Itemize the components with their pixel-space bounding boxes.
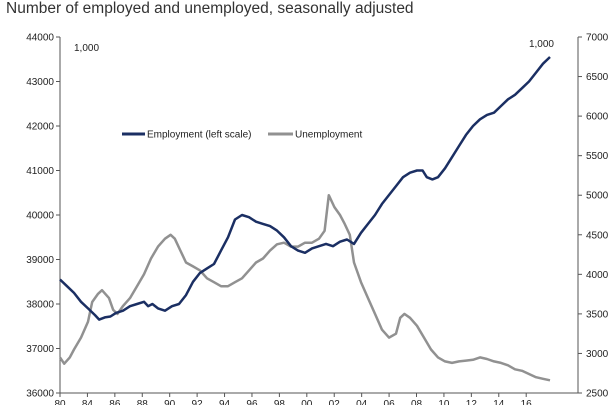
left-tick-label: 42000 xyxy=(26,122,54,133)
x-tick-label: 12 xyxy=(466,399,478,405)
plot-area xyxy=(59,37,579,394)
right-tick-label: 3000 xyxy=(586,349,609,360)
right-tick-label: 6000 xyxy=(586,112,609,123)
left-tick-label: 39000 xyxy=(26,255,54,266)
right-tick-label: 2500 xyxy=(586,389,609,400)
left-axis-ticks: 36000 37000 38000 39000 40000 41000 42000 43000… xyxy=(26,33,60,400)
left-tick-label: 41000 xyxy=(26,166,54,177)
x-tick-label: 06 xyxy=(384,399,396,405)
x-tick-label: 92 xyxy=(192,399,204,405)
x-tick-label: 90 xyxy=(164,399,176,405)
left-tick-label: 43000 xyxy=(26,77,54,88)
x-tick-label: 10 xyxy=(438,399,450,405)
legend-label-unemployment: Unemployment xyxy=(295,130,362,141)
x-tick-label: 86 xyxy=(109,399,121,405)
x-tick-label: 96 xyxy=(246,399,258,405)
right-tick-label: 4500 xyxy=(586,230,609,241)
series-line-employment xyxy=(59,56,551,321)
x-axis-ticks: 80 84 86 88 90 92 94 96 98 00 02 04 06 08 10 12 14 16 xyxy=(54,393,532,405)
x-tick-label: 08 xyxy=(411,399,423,405)
x-tick-label: 80 xyxy=(54,399,66,405)
x-tick-label: 14 xyxy=(493,399,505,405)
series-line-unemployment xyxy=(58,193,551,382)
right-tick-label: 3500 xyxy=(586,309,609,320)
left-tick-label: 44000 xyxy=(26,33,54,44)
legend-label-employment: Employment (left scale) xyxy=(147,130,251,141)
x-tick-label: 98 xyxy=(274,399,286,405)
x-tick-label: 00 xyxy=(301,399,313,405)
left-tick-label: 40000 xyxy=(26,211,54,222)
right-tick-label: 5500 xyxy=(586,151,609,162)
right-unit-label: 1,000 xyxy=(529,39,554,50)
x-tick-label: 84 xyxy=(82,399,94,405)
right-tick-label: 6500 xyxy=(586,72,609,83)
right-axis-ticks: 2500 3000 3500 4000 4500 5000 5500 6000 6500 7000 xyxy=(578,33,609,400)
x-tick-label: 94 xyxy=(219,399,231,405)
left-tick-label: 36000 xyxy=(26,389,54,400)
left-tick-label: 38000 xyxy=(26,300,54,311)
x-tick-label: 16 xyxy=(521,399,533,405)
right-tick-label: 7000 xyxy=(586,33,609,44)
left-unit-label: 1,000 xyxy=(74,43,99,54)
x-tick-label: 04 xyxy=(356,399,368,405)
chart-title: Number of employed and unemployed, seaso… xyxy=(6,0,414,17)
left-tick-label: 37000 xyxy=(26,344,54,355)
legend: Employment (left scale) Unemployment xyxy=(122,130,362,141)
x-tick-label: 88 xyxy=(137,399,149,405)
right-tick-label: 5000 xyxy=(586,191,609,202)
x-tick-label: 02 xyxy=(329,399,341,405)
right-tick-label: 4000 xyxy=(586,270,609,281)
